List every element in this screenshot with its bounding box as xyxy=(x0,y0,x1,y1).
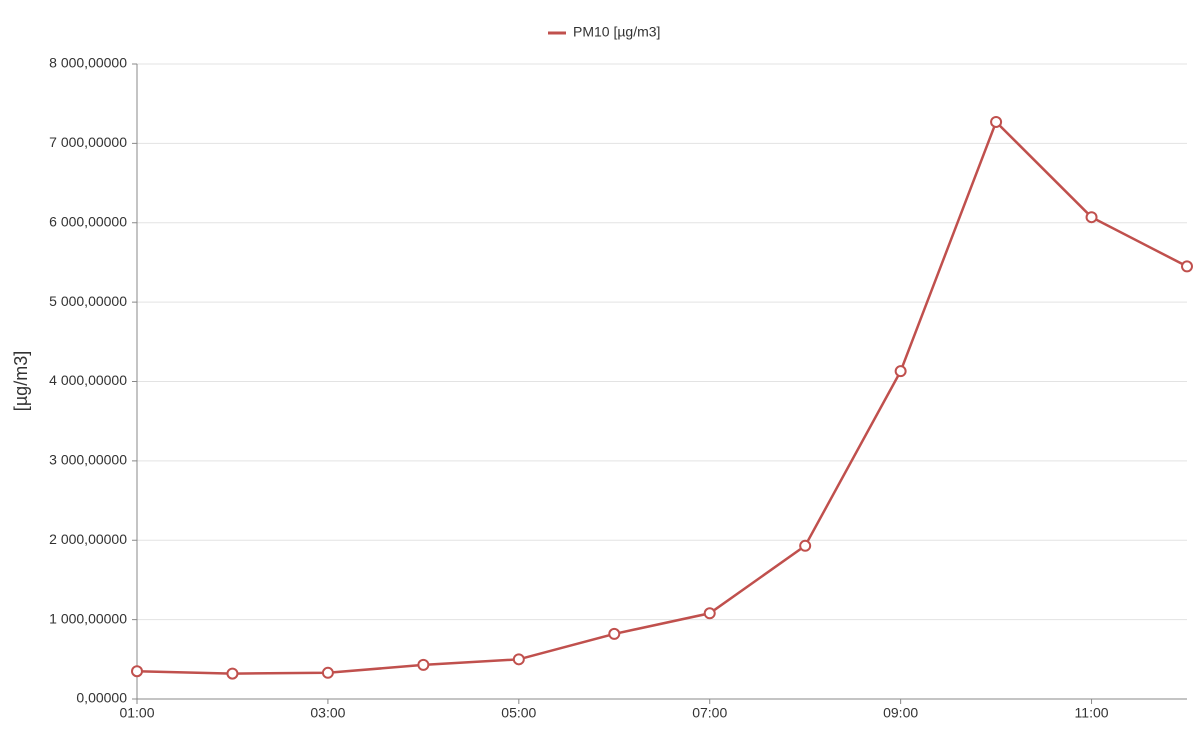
y-tick-label: 1 000,00000 xyxy=(49,610,127,626)
x-tick-label: 09:00 xyxy=(883,705,918,721)
data-point xyxy=(799,539,812,552)
x-tick-label: 03:00 xyxy=(310,705,345,721)
y-tick-label: 2 000,00000 xyxy=(49,531,127,547)
x-tick-label: 01:00 xyxy=(119,705,154,721)
y-tick-label: 8 000,00000 xyxy=(49,55,127,71)
data-point xyxy=(608,627,621,640)
y-tick-label: 4 000,00000 xyxy=(49,372,127,388)
data-point xyxy=(226,667,239,680)
x-tick-label: 11:00 xyxy=(1075,705,1109,721)
y-tick-label: 0,00000 xyxy=(76,690,127,706)
y-tick-label: 6 000,00000 xyxy=(49,213,127,229)
data-point xyxy=(131,665,143,678)
y-axis-label: [µg/m3] xyxy=(11,351,31,411)
data-point xyxy=(417,658,430,671)
data-point xyxy=(990,115,1003,128)
legend-label: PM10 [µg/m3] xyxy=(573,24,660,40)
data-point xyxy=(1181,260,1193,273)
data-point xyxy=(894,365,907,378)
y-tick-label: 7 000,00000 xyxy=(49,134,127,150)
data-point xyxy=(321,666,334,679)
x-tick-label: 07:00 xyxy=(692,705,727,721)
data-point xyxy=(1085,211,1098,224)
x-tick-label: 05:00 xyxy=(501,705,536,721)
data-point xyxy=(512,653,525,666)
data-line xyxy=(136,119,1188,675)
y-tick-label: 5 000,00000 xyxy=(49,293,127,309)
data-point xyxy=(703,607,716,620)
y-tick-label: 3 000,00000 xyxy=(49,452,127,468)
